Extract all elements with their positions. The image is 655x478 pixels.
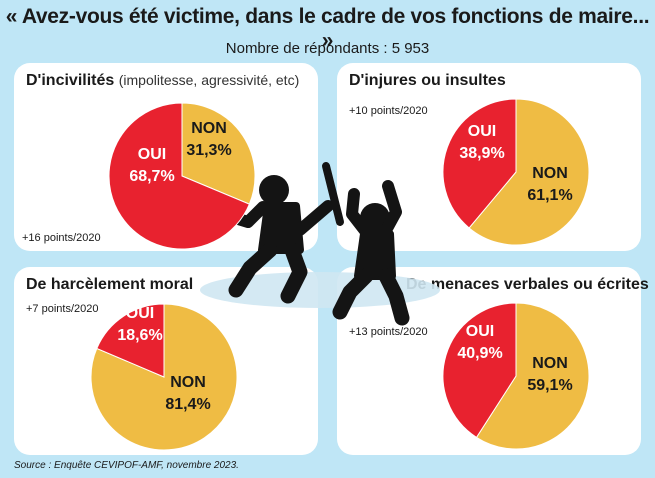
panel-title-menaces: De menaces verbales ou écrites <box>406 276 649 293</box>
pie-slice-oui <box>108 102 251 250</box>
pie-slice-non <box>468 98 590 246</box>
person-defending-icon <box>332 180 410 326</box>
slice-label-non: NON <box>170 374 206 391</box>
panel-title-harcelement: De harcèlement moral <box>26 276 194 293</box>
slice-value-non: 31,3% <box>186 142 231 159</box>
delta-menaces: +13 points/2020 <box>349 326 428 338</box>
slice-label-non: NON <box>191 120 227 137</box>
source-note: Source : Enquête CEVIPOF-AMF, novembre 2… <box>14 460 239 471</box>
panel-title-text: D'incivilités <box>26 72 115 89</box>
delta-harcelement: +7 points/2020 <box>26 303 99 315</box>
pie-slice-oui <box>442 98 517 229</box>
slice-value-oui: 38,9% <box>459 145 504 162</box>
pie-slice-oui <box>442 302 517 439</box>
chart-title: « Avez-vous été victime, dans le cadre d… <box>5 5 650 52</box>
person-with-stick-icon <box>216 162 344 304</box>
slice-label-oui: OUI <box>126 305 154 322</box>
pie-slice-non <box>475 302 590 450</box>
pie-slice-oui <box>96 303 165 378</box>
slice-label-non: NON <box>532 165 568 182</box>
illustration-shadow <box>200 272 440 308</box>
slice-label-oui: OUI <box>468 123 496 140</box>
slice-label-oui: OUI <box>138 146 166 163</box>
delta-incivilites: +16 points/2020 <box>22 232 101 244</box>
slice-value-oui: 18,6% <box>117 327 162 344</box>
pie-slice-non <box>90 303 238 451</box>
slice-value-non: 59,1% <box>527 377 572 394</box>
slice-value-non: 81,4% <box>165 396 210 413</box>
panel-title-incivilites: D'incivilités (impolitesse, agressivité,… <box>26 72 299 90</box>
pie-slice-non <box>181 102 256 205</box>
slice-value-oui: 68,7% <box>129 168 174 185</box>
slice-label-oui: OUI <box>466 323 494 340</box>
delta-injures: +10 points/2020 <box>349 105 428 117</box>
slice-value-non: 61,1% <box>527 187 572 204</box>
slice-label-non: NON <box>532 355 568 372</box>
panel-title-extra: (impolitesse, agressivité, etc) <box>118 72 300 88</box>
slice-value-oui: 40,9% <box>457 345 502 362</box>
panel-title-injures: D'injures ou insultes <box>349 72 506 89</box>
respondents-count: Nombre de répondants : 5 953 <box>225 40 430 57</box>
